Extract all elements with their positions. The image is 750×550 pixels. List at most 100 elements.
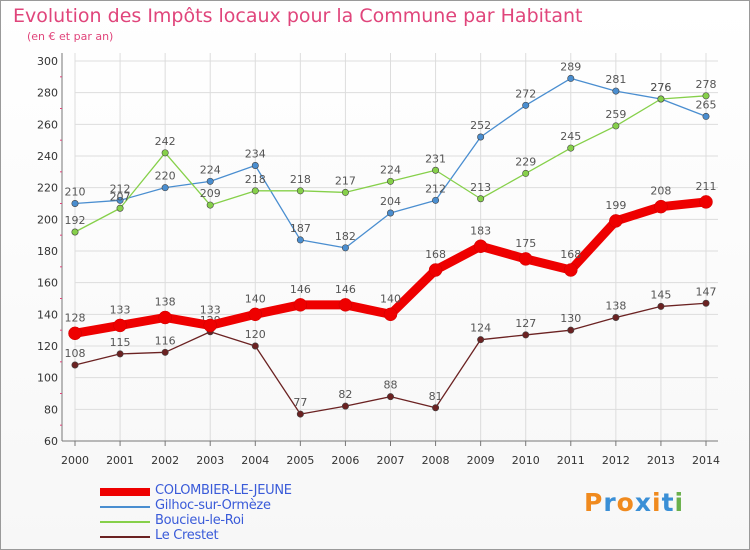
- data-point: [609, 214, 623, 228]
- x-tick-label: 2000: [61, 454, 89, 467]
- data-label: 289: [560, 60, 581, 73]
- data-point: [116, 204, 124, 212]
- data-label: 182: [335, 230, 356, 243]
- y-tick-label: 200: [37, 213, 58, 226]
- data-label: 138: [605, 300, 626, 313]
- data-point: [161, 184, 169, 192]
- data-point: [293, 298, 308, 312]
- data-point: [296, 236, 304, 244]
- data-label: 212: [110, 182, 131, 195]
- data-label: 218: [290, 173, 311, 186]
- data-point: [477, 195, 485, 203]
- data-point: [116, 196, 124, 204]
- y-tick-label: 160: [37, 277, 58, 290]
- x-tick-label: 2001: [106, 454, 134, 467]
- data-label: 120: [245, 328, 266, 341]
- data-point: [518, 252, 533, 266]
- data-label: 138: [155, 296, 176, 309]
- data-point: [654, 199, 668, 214]
- data-label: 242: [155, 135, 176, 148]
- data-point: [432, 404, 440, 412]
- logo-letter: P: [584, 488, 604, 517]
- data-label: 276: [650, 81, 671, 94]
- data-label: 183: [470, 224, 491, 237]
- data-point: [567, 74, 575, 82]
- data-label: 175: [515, 237, 536, 250]
- x-tick-label: 2014: [692, 454, 720, 467]
- data-point: [68, 326, 82, 341]
- data-point: [612, 122, 620, 130]
- data-point: [71, 361, 79, 369]
- y-tick-label: 220: [37, 182, 58, 195]
- data-point: [477, 133, 485, 141]
- data-point: [161, 149, 169, 157]
- x-tick-label: 2011: [557, 454, 585, 467]
- data-label: 245: [560, 130, 581, 143]
- data-point: [116, 350, 124, 358]
- data-label: 265: [696, 98, 717, 111]
- data-label: 276: [650, 81, 671, 94]
- data-label: 281: [605, 73, 626, 86]
- proxiti-logo: Proxiti: [584, 488, 684, 517]
- data-label: 116: [155, 334, 176, 347]
- data-label: 208: [650, 185, 671, 198]
- data-point: [206, 201, 214, 209]
- data-point: [341, 244, 349, 252]
- data-point: [522, 331, 530, 339]
- data-label: 140: [245, 292, 266, 305]
- data-point: [657, 302, 665, 310]
- logo-letter: i: [652, 488, 662, 517]
- data-label: 115: [110, 336, 131, 349]
- data-label: 234: [245, 148, 266, 161]
- data-label: 124: [470, 322, 491, 335]
- data-point: [567, 326, 575, 334]
- data-label: 211: [696, 180, 717, 193]
- legend-swatch: [100, 488, 150, 496]
- y-tick-label: 100: [37, 372, 58, 385]
- data-label: 187: [290, 222, 311, 235]
- y-tick-label: 280: [37, 87, 58, 100]
- data-point: [699, 195, 713, 209]
- y-tick-label: 120: [37, 340, 58, 353]
- logo-letter: i: [674, 488, 685, 517]
- data-label: 204: [380, 195, 401, 208]
- data-point: [386, 177, 394, 185]
- y-tick-label: 140: [37, 308, 58, 321]
- y-tick-label: 180: [37, 245, 58, 258]
- data-label: 212: [425, 182, 446, 195]
- y-tick-label: 300: [37, 55, 58, 68]
- data-label: 140: [380, 292, 401, 305]
- data-point: [567, 144, 575, 152]
- data-point: [702, 299, 710, 307]
- data-label: 259: [605, 108, 626, 121]
- data-point: [161, 348, 169, 356]
- data-point: [612, 313, 620, 321]
- series-gilhoc-sur-ormeze: 210 212 220 224 234 187 182 204 212 252 272 289 281 2…: [65, 60, 717, 252]
- legend-label: COLOMBIER-LE-JEUNE: [155, 483, 292, 498]
- data-point: [702, 112, 710, 120]
- data-point: [432, 166, 440, 174]
- data-point: [296, 187, 304, 195]
- y-tick-label: 80: [44, 403, 58, 416]
- legend-swatch: [100, 506, 150, 508]
- logo-letter: x: [634, 488, 652, 517]
- data-label: 217: [335, 174, 356, 187]
- data-label: 272: [515, 87, 536, 100]
- data-label: 231: [425, 152, 446, 165]
- data-label: 133: [110, 303, 131, 316]
- data-point: [522, 101, 530, 109]
- data-label: 224: [200, 163, 221, 176]
- data-label: 278: [696, 78, 717, 91]
- data-point: [383, 307, 398, 322]
- data-point: [702, 92, 710, 100]
- data-label: 128: [65, 311, 86, 324]
- x-tick-label: 2006: [331, 454, 359, 467]
- data-label: 224: [380, 163, 401, 176]
- data-point: [428, 263, 443, 277]
- data-label: 133: [200, 303, 221, 316]
- data-label: 218: [245, 173, 266, 186]
- x-tick-label: 2013: [647, 454, 675, 467]
- x-tick-label: 2008: [422, 454, 450, 467]
- legend-label: Le Crestet: [155, 528, 219, 543]
